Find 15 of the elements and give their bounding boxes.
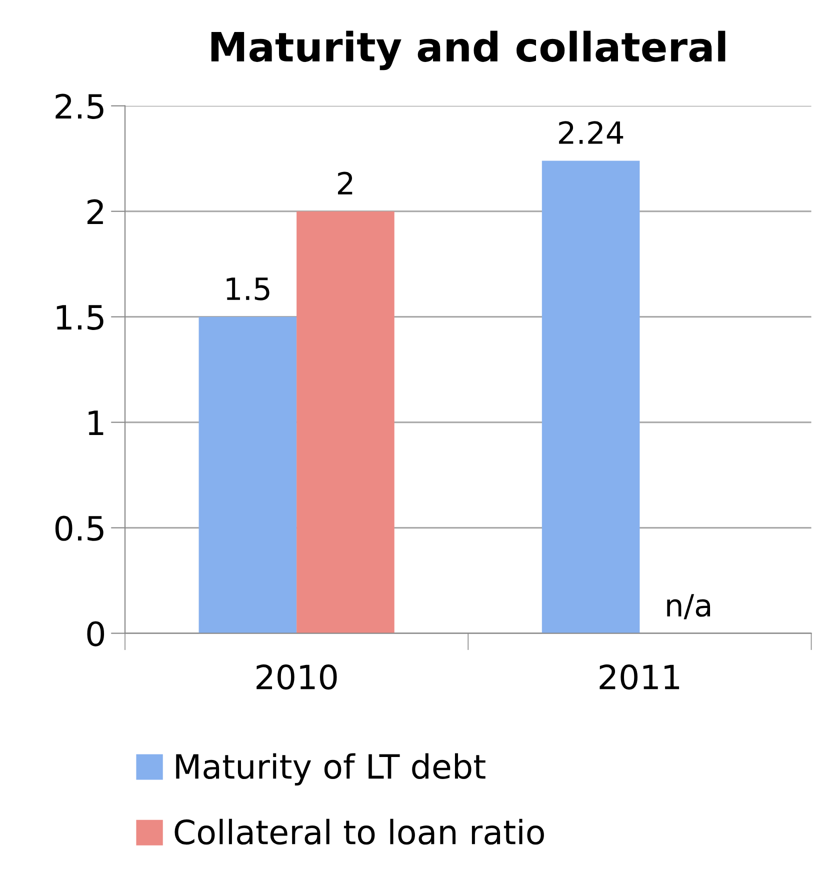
- legend-label: Maturity of LT debt: [176, 753, 486, 786]
- y-tick-label: 0.5: [55, 516, 104, 541]
- y-tick-label: 1: [88, 410, 104, 435]
- x-tick-label: 2010: [256, 664, 337, 690]
- y-tick-label: 0: [87, 621, 104, 646]
- data-label: 1.5: [226, 278, 270, 300]
- data-label: 2: [338, 172, 352, 194]
- chart-title: Maturity and collateral: [211, 30, 726, 70]
- legend-label: Collateral to loan ratio: [174, 818, 544, 845]
- text: n/a: [667, 594, 710, 620]
- x-tick-label: 2011: [600, 664, 680, 690]
- y-tick-label: 2: [87, 199, 103, 224]
- y-tick-label: 2.5: [56, 94, 104, 119]
- y-tick-label: 1.5: [56, 305, 104, 330]
- data-label: 2.24: [559, 121, 624, 144]
